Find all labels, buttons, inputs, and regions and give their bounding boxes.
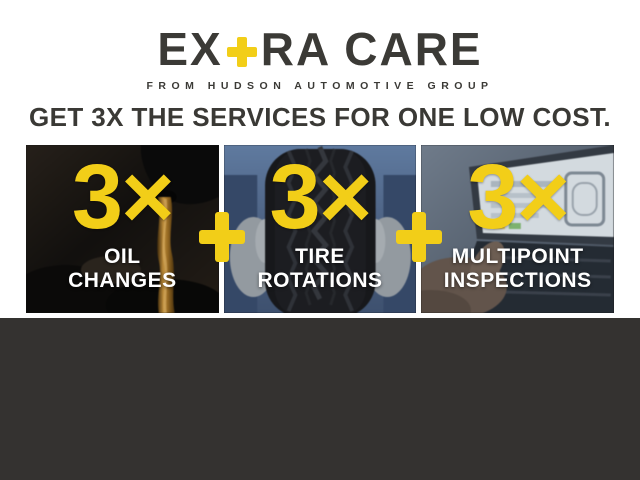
diagnostic-laptop-photo — [421, 145, 615, 313]
logo-prefix: EX — [157, 23, 223, 75]
multiplier-3x: 3× — [467, 145, 570, 248]
oil-bottle-silhouette — [140, 145, 219, 205]
logo-wordmark: EX RA CARE — [0, 26, 640, 72]
multiplier-3x: 3× — [71, 145, 175, 248]
logo-block: EX RA CARE FROM HUDSON AUTOMOTIVE GROUP — [0, 26, 640, 92]
plus-icon — [396, 212, 442, 262]
panel-overlay: 3× TIRE ROTATIONS — [224, 145, 417, 313]
panel-label-multipoint-inspections: MULTIPOINT INSPECTIONS — [443, 245, 592, 292]
panel-label-oil-changes: OIL CHANGES — [68, 245, 177, 292]
logo-suffix: RA CARE — [260, 23, 483, 75]
panel-overlay: 3× MULTIPOINT INSPECTIONS — [421, 145, 614, 313]
multiplier-3x: 3× — [269, 145, 373, 248]
offer-bar: $359.95VALUE FOR ONLY $299!* *Excludes D… — [0, 318, 640, 480]
plus-icon — [226, 37, 257, 67]
oil-pouring-photo — [26, 145, 219, 313]
tire-photo — [223, 145, 417, 313]
plus-icon — [199, 212, 245, 262]
logo-tagline: FROM HUDSON AUTOMOTIVE GROUP — [146, 80, 494, 92]
headline: GET 3X THE SERVICES FOR ONE LOW COST. — [28, 102, 612, 132]
panel-label-tire-rotations: TIRE ROTATIONS — [257, 245, 383, 292]
panel-overlay: 3× OIL CHANGES — [26, 145, 219, 313]
panel-tire-rotations: 3× TIRE ROTATIONS — [223, 145, 417, 313]
panel-oil-changes: 3× OIL CHANGES — [26, 145, 219, 313]
panel-multipoint-inspections: 3× MULTIPOINT INSPECTIONS — [421, 145, 615, 313]
service-panels-row: 3× OIL CHANGES — [26, 145, 615, 313]
oil-stream — [157, 197, 175, 313]
